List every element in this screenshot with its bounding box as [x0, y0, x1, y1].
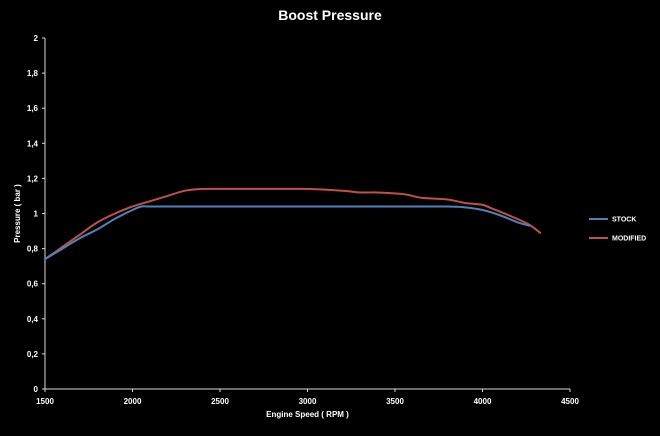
x-tick-label: 4500 — [561, 397, 579, 406]
series-line-stock — [44, 205, 531, 261]
x-tick-label: 2000 — [124, 397, 142, 406]
y-tick-label: 1,6 — [27, 104, 39, 113]
x-axis-label: Engine Speed ( RPM ) — [266, 410, 349, 419]
y-tick-label: 0,2 — [27, 350, 39, 359]
y-tick-label: 1,2 — [27, 174, 39, 183]
y-tick-label: 0,6 — [27, 280, 39, 289]
x-tick-label: 3500 — [386, 397, 404, 406]
x-tick-label: 1500 — [36, 397, 54, 406]
legend-label-modified: MODIFIED — [612, 236, 646, 243]
chart-title: Boost Pressure — [278, 7, 382, 23]
axes: 0 0,2 0,4 0,6 0,8 1 1,2 1,4 1,6 1,8 2 1500 2000 2500 3… — [27, 34, 580, 406]
x-tick-label: 4000 — [474, 397, 492, 406]
series-line-modified — [44, 187, 542, 261]
legend: STOCK MODIFIED — [589, 217, 646, 243]
legend-label-stock: STOCK — [612, 217, 636, 224]
y-axis-label: Pressure ( bar ) — [13, 184, 22, 243]
y-tick-label: 0,4 — [27, 315, 39, 324]
x-tick-label: 2500 — [211, 397, 229, 406]
y-tick-label: 0 — [34, 385, 39, 394]
y-tick-label: 2 — [34, 34, 39, 43]
y-tick-label: 1,4 — [27, 139, 39, 148]
y-tick-label: 1,8 — [27, 69, 39, 78]
x-tick-label: 3000 — [299, 397, 317, 406]
series-lines — [44, 187, 542, 261]
y-tick-label: 1 — [34, 210, 39, 219]
y-tick-label: 0,8 — [27, 245, 39, 254]
